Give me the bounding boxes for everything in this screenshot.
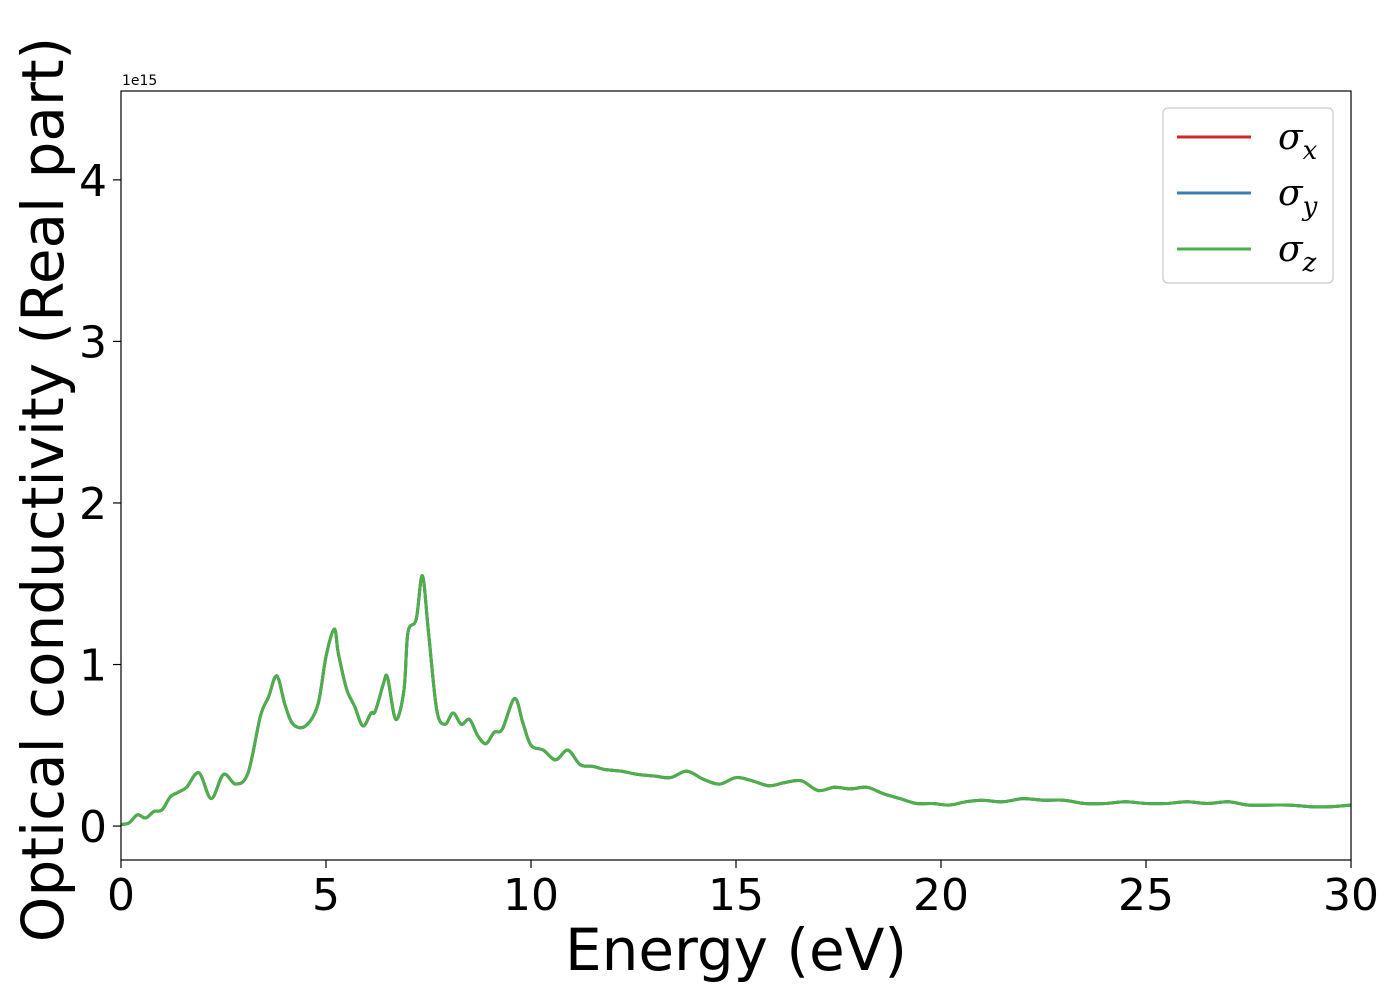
series-line-1	[121, 574, 1351, 826]
x-tick-label: 10	[503, 870, 559, 921]
y-axis-label: Optical conductivity (Real part)	[9, 37, 77, 942]
x-tick-label: 0	[107, 870, 135, 921]
y-tick-label: 4	[79, 156, 107, 207]
legend-box	[1162, 107, 1334, 284]
y-tick-label: 0	[79, 802, 107, 853]
y-tick-label: 3	[79, 317, 107, 368]
y-tick-label: 1	[79, 641, 107, 692]
series-line-3	[121, 574, 1351, 826]
y-tick-label: 2	[79, 479, 107, 530]
y-offset-text: 1e15	[122, 73, 157, 89]
plot-area	[121, 574, 1351, 826]
x-tick-label: 25	[1118, 870, 1174, 921]
x-tick-label: 5	[312, 870, 340, 921]
y-axis: 0 1 2 3 4	[79, 156, 121, 853]
x-axis-label: Energy (eV)	[565, 916, 907, 984]
x-tick-label: 20	[913, 870, 969, 921]
x-axis: 0 5 10 15 20 25 30	[107, 860, 1379, 921]
series-line-2	[121, 574, 1351, 826]
x-tick-label: 30	[1323, 870, 1379, 921]
x-tick-label: 15	[708, 870, 764, 921]
